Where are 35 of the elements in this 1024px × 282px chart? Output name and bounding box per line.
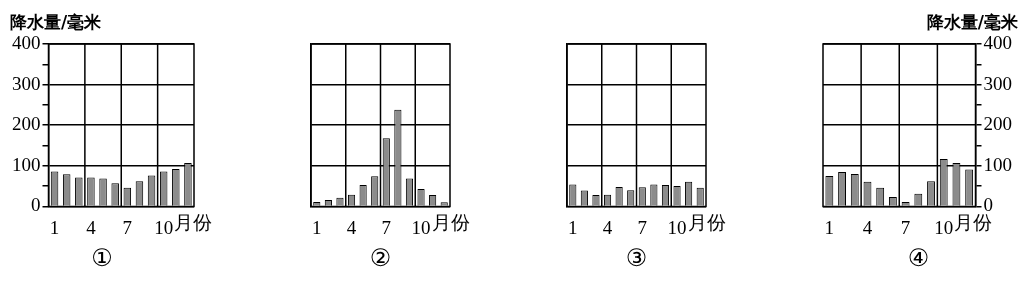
y-tick-label: 200 — [12, 113, 41, 135]
x-tick-label: 4 — [862, 216, 873, 238]
x-tick-label: 7 — [900, 216, 911, 238]
y-tick-label: 300 — [12, 72, 41, 94]
x-tick-label: 1 — [568, 216, 578, 238]
text: ② — [369, 243, 392, 272]
x-tick-label: 10 — [934, 216, 954, 238]
y2-tick-label: 200 — [983, 113, 1012, 135]
x-tick-label: 4 — [602, 216, 613, 238]
x-axis-title: 月份 — [431, 211, 470, 234]
x-tick-label: 7 — [381, 216, 392, 238]
y2-tick-label: 300 — [983, 72, 1012, 94]
x-axis-title: 月份 — [954, 211, 993, 234]
x-tick-label: 4 — [86, 216, 97, 238]
text: ④ — [907, 243, 930, 272]
text: ① — [91, 243, 113, 272]
x-tick-label: 10 — [667, 216, 687, 238]
y-tick-label: 100 — [12, 153, 41, 175]
x-axis-title: 月份 — [174, 211, 213, 234]
y-axis-title: 降水量/毫米 — [10, 11, 103, 32]
x-tick-label: 10 — [411, 216, 431, 238]
x-tick-label: 7 — [637, 216, 648, 238]
x-tick-label: 1 — [824, 216, 835, 238]
y2-tick-label: 100 — [983, 153, 1012, 175]
y2-axis-title: 降水量/毫米 — [926, 11, 1019, 32]
y2-tick-label: 400 — [983, 31, 1012, 53]
x-tick-label: 1 — [49, 216, 60, 238]
y-tick-label: 400 — [12, 31, 41, 53]
x-tick-label: 10 — [154, 216, 174, 238]
x-tick-label: 4 — [346, 216, 357, 238]
x-axis-title: 月份 — [687, 211, 726, 234]
x-tick-label: 7 — [122, 216, 133, 238]
x-tick-label: 1 — [312, 216, 322, 238]
y-tick-label: 0 — [31, 194, 41, 216]
text: ③ — [625, 243, 648, 272]
